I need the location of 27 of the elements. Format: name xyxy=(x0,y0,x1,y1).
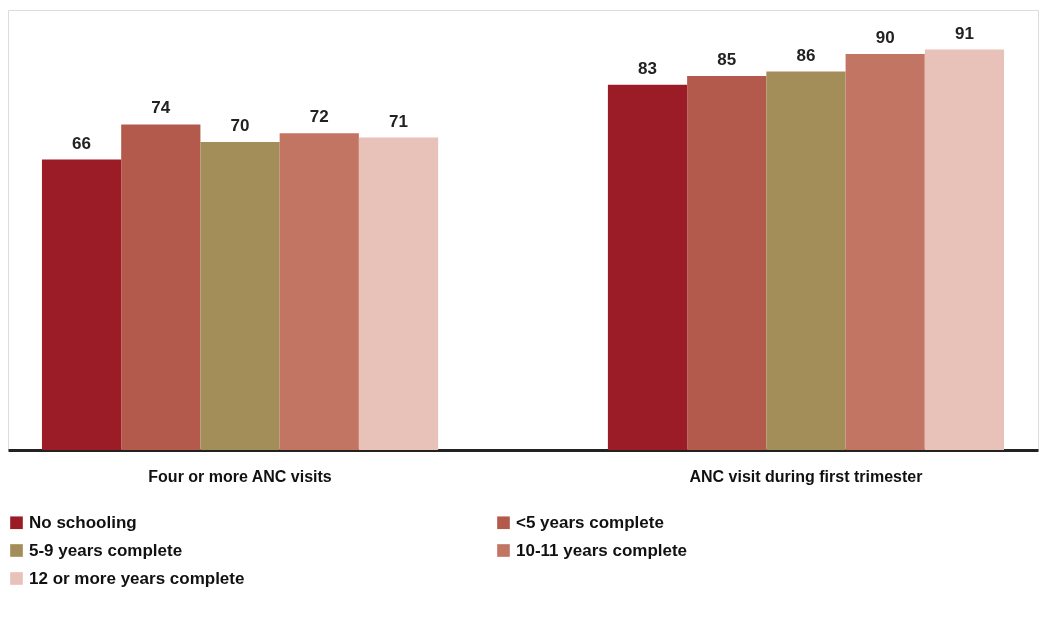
data-label: 71 xyxy=(389,111,408,131)
legend-label: 12 or more years complete xyxy=(29,568,245,588)
x-tick-label: Four or more ANC visits xyxy=(148,467,332,485)
legend-label: No schooling xyxy=(29,512,137,532)
bar xyxy=(924,49,1005,450)
data-label: 90 xyxy=(875,28,895,47)
data-label: 70 xyxy=(230,116,250,135)
data-label: 66 xyxy=(72,133,92,153)
bar xyxy=(200,142,280,450)
data-label: 83 xyxy=(638,58,657,78)
data-label: 86 xyxy=(796,45,816,65)
data-label: 85 xyxy=(717,50,737,69)
data-label: 72 xyxy=(309,107,329,127)
data-label: 74 xyxy=(151,98,171,118)
legend-label: <5 years complete xyxy=(516,512,664,532)
bar xyxy=(358,137,439,450)
bar xyxy=(607,84,688,450)
bar xyxy=(766,71,846,450)
legend-label: 10-11 years complete xyxy=(516,540,688,560)
bar xyxy=(687,76,767,450)
bar xyxy=(41,159,122,450)
legend-label: 5-9 years complete xyxy=(29,540,183,560)
bar xyxy=(845,54,925,450)
bar xyxy=(121,124,201,450)
data-label: 91 xyxy=(954,23,974,43)
bar xyxy=(279,133,359,450)
x-tick-label: ANC visit during first trimester xyxy=(689,467,923,485)
